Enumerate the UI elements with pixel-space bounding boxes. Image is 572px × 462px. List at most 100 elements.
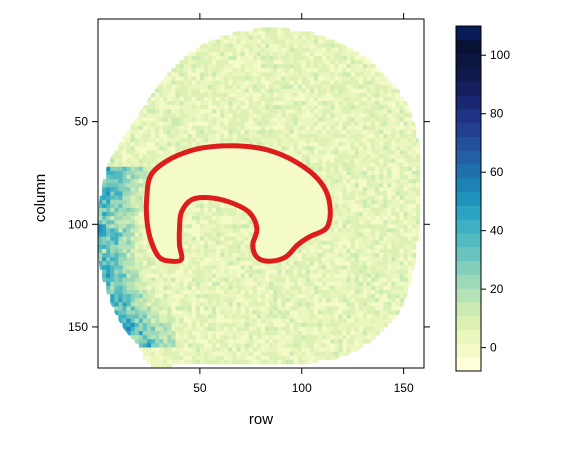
heatmap-cell [134, 228, 140, 233]
heatmap-cell [354, 195, 360, 201]
heatmap-cell [330, 166, 335, 172]
heatmap-cell [379, 216, 384, 221]
heatmap-cell [399, 101, 405, 106]
heatmap-cell [195, 236, 201, 242]
heatmap-cell [244, 138, 250, 143]
heatmap-cell [163, 92, 168, 98]
heatmap-cell [220, 207, 225, 213]
heatmap-cell [326, 134, 331, 139]
heatmap-cell [228, 56, 233, 61]
heatmap-cell [134, 281, 140, 287]
heatmap-cell [399, 109, 405, 114]
heatmap-cell [130, 294, 136, 299]
heatmap-cell [366, 281, 372, 287]
heatmap-cell [191, 154, 197, 159]
heatmap-cell [350, 92, 356, 98]
heatmap-cell [236, 88, 241, 94]
heatmap-cell [358, 154, 364, 159]
heatmap-cell [146, 109, 152, 114]
heatmap-cell [126, 285, 131, 291]
heatmap-cell [350, 257, 356, 262]
heatmap-cell [212, 310, 217, 315]
heatmap-cell [220, 84, 225, 90]
heatmap-cell [281, 117, 286, 122]
heatmap-cell [110, 236, 115, 242]
heatmap-cell [216, 39, 221, 44]
heatmap-cell [240, 162, 246, 168]
heatmap-cell [252, 203, 258, 209]
heatmap-cell [203, 228, 209, 233]
heatmap-cell [285, 187, 290, 192]
heatmap-cell [199, 166, 205, 172]
heatmap-cell [183, 277, 189, 283]
heatmap-cell [224, 68, 229, 73]
heatmap-cell [126, 248, 131, 254]
heatmap-cell [371, 117, 376, 122]
heatmap-cell [220, 302, 225, 307]
heatmap-cell [199, 56, 205, 61]
heatmap-cell [395, 150, 400, 155]
heatmap-cell [252, 298, 258, 303]
heatmap-cell [265, 322, 270, 328]
heatmap-cell [138, 138, 144, 143]
heatmap-cell [330, 240, 335, 246]
heatmap-cell [281, 212, 286, 217]
heatmap-cell [342, 302, 347, 307]
heatmap-cell [232, 170, 237, 176]
heatmap-cell [399, 113, 405, 118]
heatmap-cell [399, 220, 405, 225]
heatmap-cell [220, 203, 225, 209]
heatmap-cell [383, 232, 388, 237]
heatmap-cell [163, 302, 168, 307]
heatmap-cell [167, 220, 172, 225]
heatmap-cell [330, 60, 335, 65]
heatmap-cell [122, 257, 127, 262]
heatmap-cell [305, 101, 311, 106]
heatmap-cell [122, 199, 127, 205]
heatmap-cell [379, 179, 384, 184]
heatmap-cell [366, 150, 372, 155]
heatmap-cell [261, 179, 266, 184]
heatmap-cell [277, 31, 282, 36]
heatmap-cell [265, 318, 270, 324]
heatmap-cell [301, 88, 307, 94]
heatmap-cell [236, 191, 241, 196]
heatmap-cell [305, 125, 311, 131]
heatmap-cell [244, 125, 250, 131]
heatmap-cell [244, 212, 250, 217]
heatmap-cell [362, 298, 368, 303]
heatmap-cell [289, 294, 294, 299]
heatmap-cell [326, 232, 331, 237]
heatmap-cell [318, 212, 323, 217]
heatmap-cell [203, 207, 209, 213]
heatmap-cell [187, 76, 193, 81]
heatmap-cell [322, 195, 327, 201]
heatmap-cell [305, 195, 311, 201]
heatmap-cell [130, 228, 136, 233]
heatmap-cell [309, 121, 315, 127]
heatmap-cell [220, 146, 225, 151]
heatmap-cell [236, 92, 241, 98]
heatmap-cell [98, 195, 103, 201]
heatmap-cell [130, 220, 136, 225]
heatmap-cell [318, 290, 323, 295]
heatmap-cell [261, 175, 266, 180]
heatmap-cell [240, 232, 246, 237]
heatmap-cell [395, 166, 400, 172]
heatmap-cell [163, 228, 168, 233]
heatmap-cell [350, 298, 356, 303]
heatmap-cell [252, 294, 258, 299]
heatmap-cell [232, 273, 237, 279]
heatmap-cell [265, 285, 270, 291]
heatmap-cell [261, 212, 266, 217]
heatmap-cell [326, 281, 331, 287]
heatmap-cell [293, 179, 299, 184]
heatmap-cell [126, 253, 131, 258]
heatmap-cell [183, 64, 189, 69]
heatmap-cell [134, 318, 140, 324]
heatmap-cell [212, 261, 217, 266]
heatmap-cell [134, 331, 140, 336]
heatmap-cell [366, 134, 372, 139]
heatmap-cell [314, 170, 319, 176]
heatmap-cell [366, 216, 372, 221]
